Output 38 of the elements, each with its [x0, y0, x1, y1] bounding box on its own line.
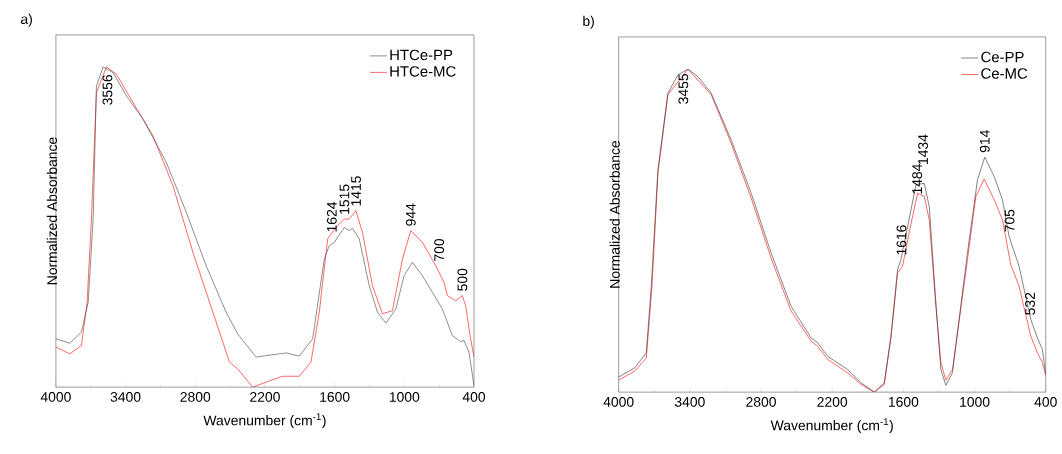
y-axis-title: Normalized Absorbance [46, 137, 58, 285]
x-axis-title: Wavenumber (cm$^{-1}$) [770, 418, 893, 434]
legend-label: Ce-MC [981, 68, 1028, 79]
legend-label: HTCe-MC [390, 66, 456, 77]
annotation: 1616 [896, 225, 907, 255]
annotation: 1624 [326, 201, 337, 232]
x-tick-label: 4000 [40, 391, 71, 402]
x-axis-title: Wavenumber (cm$^{-1}$) [203, 413, 326, 429]
annotation: 1484 [912, 164, 923, 194]
x-tick-label: 400 [462, 391, 486, 402]
chart-title: b) [583, 15, 594, 29]
x-tick-label: 1000 [389, 391, 420, 402]
y-axis-title: Normalized Absorbance [609, 140, 620, 288]
x-tick-label: 4000 [603, 396, 634, 407]
annotation: 532 [1025, 292, 1036, 315]
x-tick-label: 3400 [674, 396, 705, 407]
annotation: 914 [979, 130, 990, 153]
x-tick-label: 2800 [746, 396, 776, 407]
x-tick-label: 1000 [960, 396, 990, 407]
x-tick-label: 1600 [888, 396, 919, 407]
chart-title: a) [21, 13, 32, 27]
annotation: 3455 [678, 73, 689, 104]
x-tick-label: 1600 [320, 391, 350, 402]
x-tick-label: 2200 [817, 396, 848, 407]
legend-label: HTCe-PP [390, 49, 453, 61]
annotation: 700 [434, 238, 445, 261]
x-tick-label: 400 [1034, 396, 1057, 407]
x-tick-label: 3400 [110, 391, 141, 402]
legend-label: Ce-PP [981, 51, 1024, 63]
x-tick-label: 2800 [180, 391, 211, 402]
annotation: 1434 [918, 134, 928, 164]
annotation: 500 [457, 268, 468, 291]
annotation: 1515 [339, 184, 350, 214]
x-tick-label: 2200 [250, 391, 280, 402]
annotation: 705 [1004, 209, 1015, 232]
annotation: 944 [405, 203, 416, 226]
annotation: 1415 [351, 176, 361, 206]
annotation: 3556 [102, 74, 113, 105]
